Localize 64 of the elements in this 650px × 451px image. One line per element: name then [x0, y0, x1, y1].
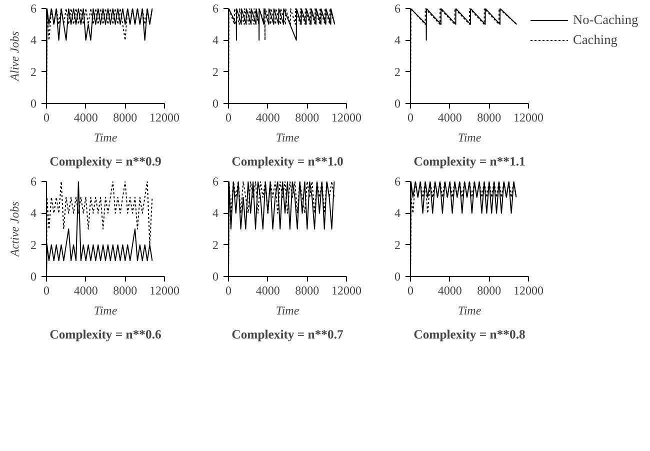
x-tick-label: 12000	[150, 110, 180, 124]
y-tick-label: 6	[394, 174, 400, 188]
text: Complexity = n**1.0	[232, 154, 344, 168]
y-tick-label: 4	[30, 33, 36, 48]
y-tick-label: 0	[30, 96, 36, 110]
y-tick-label: 4	[394, 206, 400, 220]
text: Complexity = n**0.8	[414, 328, 526, 342]
x-axis-title: Time	[458, 304, 482, 318]
y-tick-label: 0	[212, 270, 218, 284]
legend-label: Caching	[573, 32, 618, 48]
x-tick-label: 8000	[113, 284, 138, 298]
y-axis-title: Active Jobs	[8, 201, 22, 258]
x-tick-label: 0	[44, 284, 50, 298]
y-tick-label: 4	[394, 33, 400, 48]
x-tick-label: 8000	[477, 110, 502, 124]
x-tick-label: 0	[44, 110, 50, 124]
y-tick-label: 6	[30, 174, 36, 188]
y-tick-label: 4	[30, 206, 36, 220]
y-tick-label: 0	[212, 96, 218, 110]
text: Complexity = n**0.6	[50, 328, 162, 342]
x-tick-label: 0	[408, 110, 414, 124]
text: Complexity = n**0.7	[232, 328, 344, 342]
x-tick-label: 12000	[332, 110, 362, 124]
x-axis-title: Time	[94, 130, 118, 144]
x-tick-label: 0	[408, 284, 414, 298]
x-tick-label: 12000	[514, 110, 544, 124]
x-tick-label: 8000	[295, 110, 320, 124]
text: Complexity = n**1.1	[414, 154, 526, 168]
x-tick-label: 4000	[438, 284, 462, 298]
y-tick-label: 2	[30, 238, 36, 252]
x-tick-label: 8000	[477, 284, 502, 298]
x-tick-label: 4000	[256, 284, 280, 298]
y-tick-label: 4	[212, 33, 218, 48]
y-tick-label: 4	[212, 206, 218, 220]
x-axis-title: Time	[276, 304, 300, 318]
x-tick-label: 4000	[438, 110, 462, 124]
y-tick-label: 2	[212, 64, 218, 79]
y-tick-label: 2	[212, 238, 218, 252]
y-axis-title: Alive Jobs	[8, 30, 22, 82]
y-tick-label: 2	[394, 64, 400, 79]
legend-label: No-Caching	[573, 12, 638, 28]
x-axis-title: Time	[458, 130, 482, 144]
x-tick-label: 0	[226, 284, 232, 298]
x-axis-title: Time	[276, 130, 300, 144]
y-tick-label: 0	[394, 270, 400, 284]
x-tick-label: 0	[226, 110, 232, 124]
x-tick-label: 12000	[332, 284, 362, 298]
y-tick-label: 2	[30, 64, 36, 79]
x-tick-label: 12000	[150, 284, 180, 298]
y-tick-label: 0	[30, 270, 36, 284]
x-tick-label: 4000	[74, 110, 98, 124]
y-tick-label: 6	[394, 2, 400, 16]
y-tick-label: 6	[212, 174, 218, 188]
x-tick-label: 4000	[256, 110, 280, 124]
x-tick-label: 8000	[113, 110, 138, 124]
x-axis-title: Time	[94, 304, 118, 318]
y-tick-label: 6	[212, 2, 218, 16]
text: Complexity = n**0.9	[50, 154, 162, 168]
y-tick-label: 2	[394, 238, 400, 252]
x-tick-label: 4000	[74, 284, 98, 298]
y-tick-label: 0	[394, 96, 400, 110]
x-tick-label: 12000	[514, 284, 544, 298]
x-tick-label: 8000	[295, 284, 320, 298]
y-tick-label: 6	[30, 2, 36, 16]
